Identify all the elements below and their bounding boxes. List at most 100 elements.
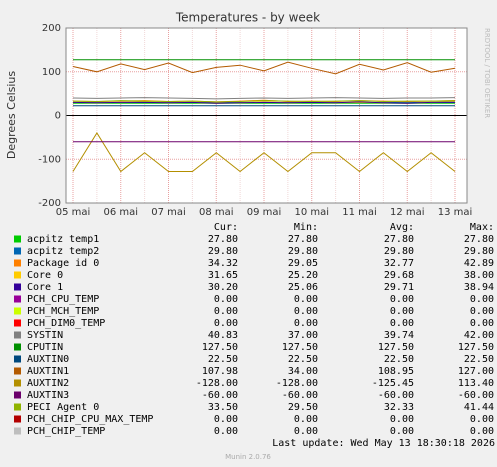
- series-line: [72, 101, 456, 104]
- series-line: [72, 100, 456, 103]
- stat-value: -128.00: [196, 378, 238, 389]
- legend-label: PCH_CHIP_CPU_MAX_TEMP: [27, 414, 153, 425]
- y-tick-label: -100: [38, 154, 61, 165]
- stat-value: 41.44: [464, 402, 494, 413]
- stat-value: 0.00: [390, 426, 414, 437]
- stat-value: -128.00: [276, 378, 318, 389]
- stat-value: 22.50: [288, 354, 318, 365]
- stat-value: 22.50: [384, 354, 414, 365]
- stat-value: 27.80: [464, 234, 494, 245]
- stat-value: 0.00: [214, 426, 238, 437]
- table-header: Max:: [470, 222, 494, 233]
- stat-value: 0.00: [214, 294, 238, 305]
- stat-value: 127.50: [378, 342, 414, 353]
- x-tick-label: 06 mai: [103, 207, 138, 218]
- stat-value: 0.00: [390, 318, 414, 329]
- y-tick-label: 0: [55, 111, 61, 122]
- legend-swatch: [14, 235, 21, 243]
- legend-label: Package id 0: [27, 258, 99, 269]
- stat-value: 0.00: [390, 294, 414, 305]
- stat-value: 0.00: [470, 426, 494, 437]
- plot-frame: [65, 27, 468, 204]
- stat-value: 0.00: [214, 414, 238, 425]
- stat-value: 27.80: [384, 234, 414, 245]
- x-tick-label: 05 mai: [56, 207, 91, 218]
- stat-value: 29.05: [288, 258, 318, 269]
- legend-swatch: [14, 319, 21, 327]
- series-line: [72, 61, 456, 75]
- x-tick-label: 09 mai: [247, 207, 282, 218]
- legend-label: AUXTIN0: [27, 354, 69, 365]
- stat-value: 29.80: [384, 246, 414, 257]
- legend-swatch: [14, 307, 21, 315]
- stat-value: 34.00: [288, 366, 318, 377]
- side-text: RRDTOOL / TOBI OETIKER: [483, 28, 491, 118]
- x-tick-label: 11 mai: [342, 207, 377, 218]
- stat-value: 107.98: [202, 366, 238, 377]
- stat-value: 127.00: [458, 366, 494, 377]
- stat-value: 25.06: [288, 282, 318, 293]
- legend-label: PCH_DIM0_TEMP: [27, 318, 105, 329]
- legend-label: AUXTIN1: [27, 366, 69, 377]
- stat-value: 29.68: [384, 270, 414, 281]
- stat-value: 0.00: [294, 318, 318, 329]
- x-tick-label: 13 mai: [438, 207, 473, 218]
- stat-value: -125.45: [372, 378, 414, 389]
- stat-value: 42.89: [464, 258, 494, 269]
- stat-value: 29.50: [288, 402, 318, 413]
- legend-label: AUXTIN2: [27, 378, 69, 389]
- y-tick-label: -200: [38, 198, 61, 209]
- stat-value: 27.80: [208, 234, 238, 245]
- stat-value: 108.95: [378, 366, 414, 377]
- legend-label: Core 0: [27, 270, 63, 281]
- series-line: [72, 97, 456, 100]
- x-tick-label: 07 mai: [151, 207, 186, 218]
- stat-value: 34.32: [208, 258, 238, 269]
- stat-value: 38.00: [464, 270, 494, 281]
- stat-value: 0.00: [390, 414, 414, 425]
- legend-label: CPUTIN: [27, 342, 63, 353]
- stat-value: -60.00: [458, 390, 494, 401]
- stat-value: 0.00: [470, 306, 494, 317]
- stat-value: -60.00: [202, 390, 238, 401]
- stat-value: 0.00: [214, 306, 238, 317]
- stat-value: 0.00: [294, 306, 318, 317]
- stat-value: 0.00: [294, 294, 318, 305]
- legend-swatch: [14, 355, 21, 363]
- stat-value: 30.20: [208, 282, 238, 293]
- x-tick-label: 12 mai: [390, 207, 425, 218]
- stat-value: 27.80: [288, 234, 318, 245]
- legend-label: acpitz temp1: [27, 234, 99, 245]
- stat-value: 127.50: [282, 342, 318, 353]
- stat-value: 37.00: [288, 330, 318, 341]
- chart-title: Temperatures - by week: [175, 11, 320, 25]
- stat-value: 127.50: [458, 342, 494, 353]
- x-tick-label: 08 mai: [199, 207, 234, 218]
- legend-swatch: [14, 295, 21, 303]
- stat-value: -60.00: [378, 390, 414, 401]
- stat-value: 29.80: [464, 246, 494, 257]
- legend-swatch: [14, 379, 21, 387]
- table-header: Cur:: [214, 222, 238, 233]
- legend-swatch: [14, 415, 21, 423]
- last-update: Last update: Wed May 13 18:30:18 2026: [272, 438, 495, 449]
- table-header: Avg:: [390, 222, 414, 233]
- legend-swatch: [14, 403, 21, 411]
- legend-swatch: [14, 283, 21, 291]
- stat-value: 39.74: [384, 330, 414, 341]
- legend-label: PCH_MCH_TEMP: [27, 306, 99, 317]
- footer: Munin 2.0.76: [225, 453, 271, 461]
- stat-value: 0.00: [470, 294, 494, 305]
- y-axis-label: Degrees Celsius: [5, 71, 18, 160]
- legend-label: PECI Agent 0: [27, 402, 99, 413]
- legend-label: Core 1: [27, 282, 63, 293]
- legend-label: PCH_CHIP_TEMP: [27, 426, 105, 437]
- stat-value: 127.50: [202, 342, 238, 353]
- stat-value: 0.00: [294, 414, 318, 425]
- y-tick-label: 100: [42, 67, 61, 78]
- legend-swatch: [14, 391, 21, 399]
- stat-value: 40.83: [208, 330, 238, 341]
- stat-value: 0.00: [294, 426, 318, 437]
- stat-value: 29.80: [208, 246, 238, 257]
- legend-label: SYSTIN: [27, 330, 63, 341]
